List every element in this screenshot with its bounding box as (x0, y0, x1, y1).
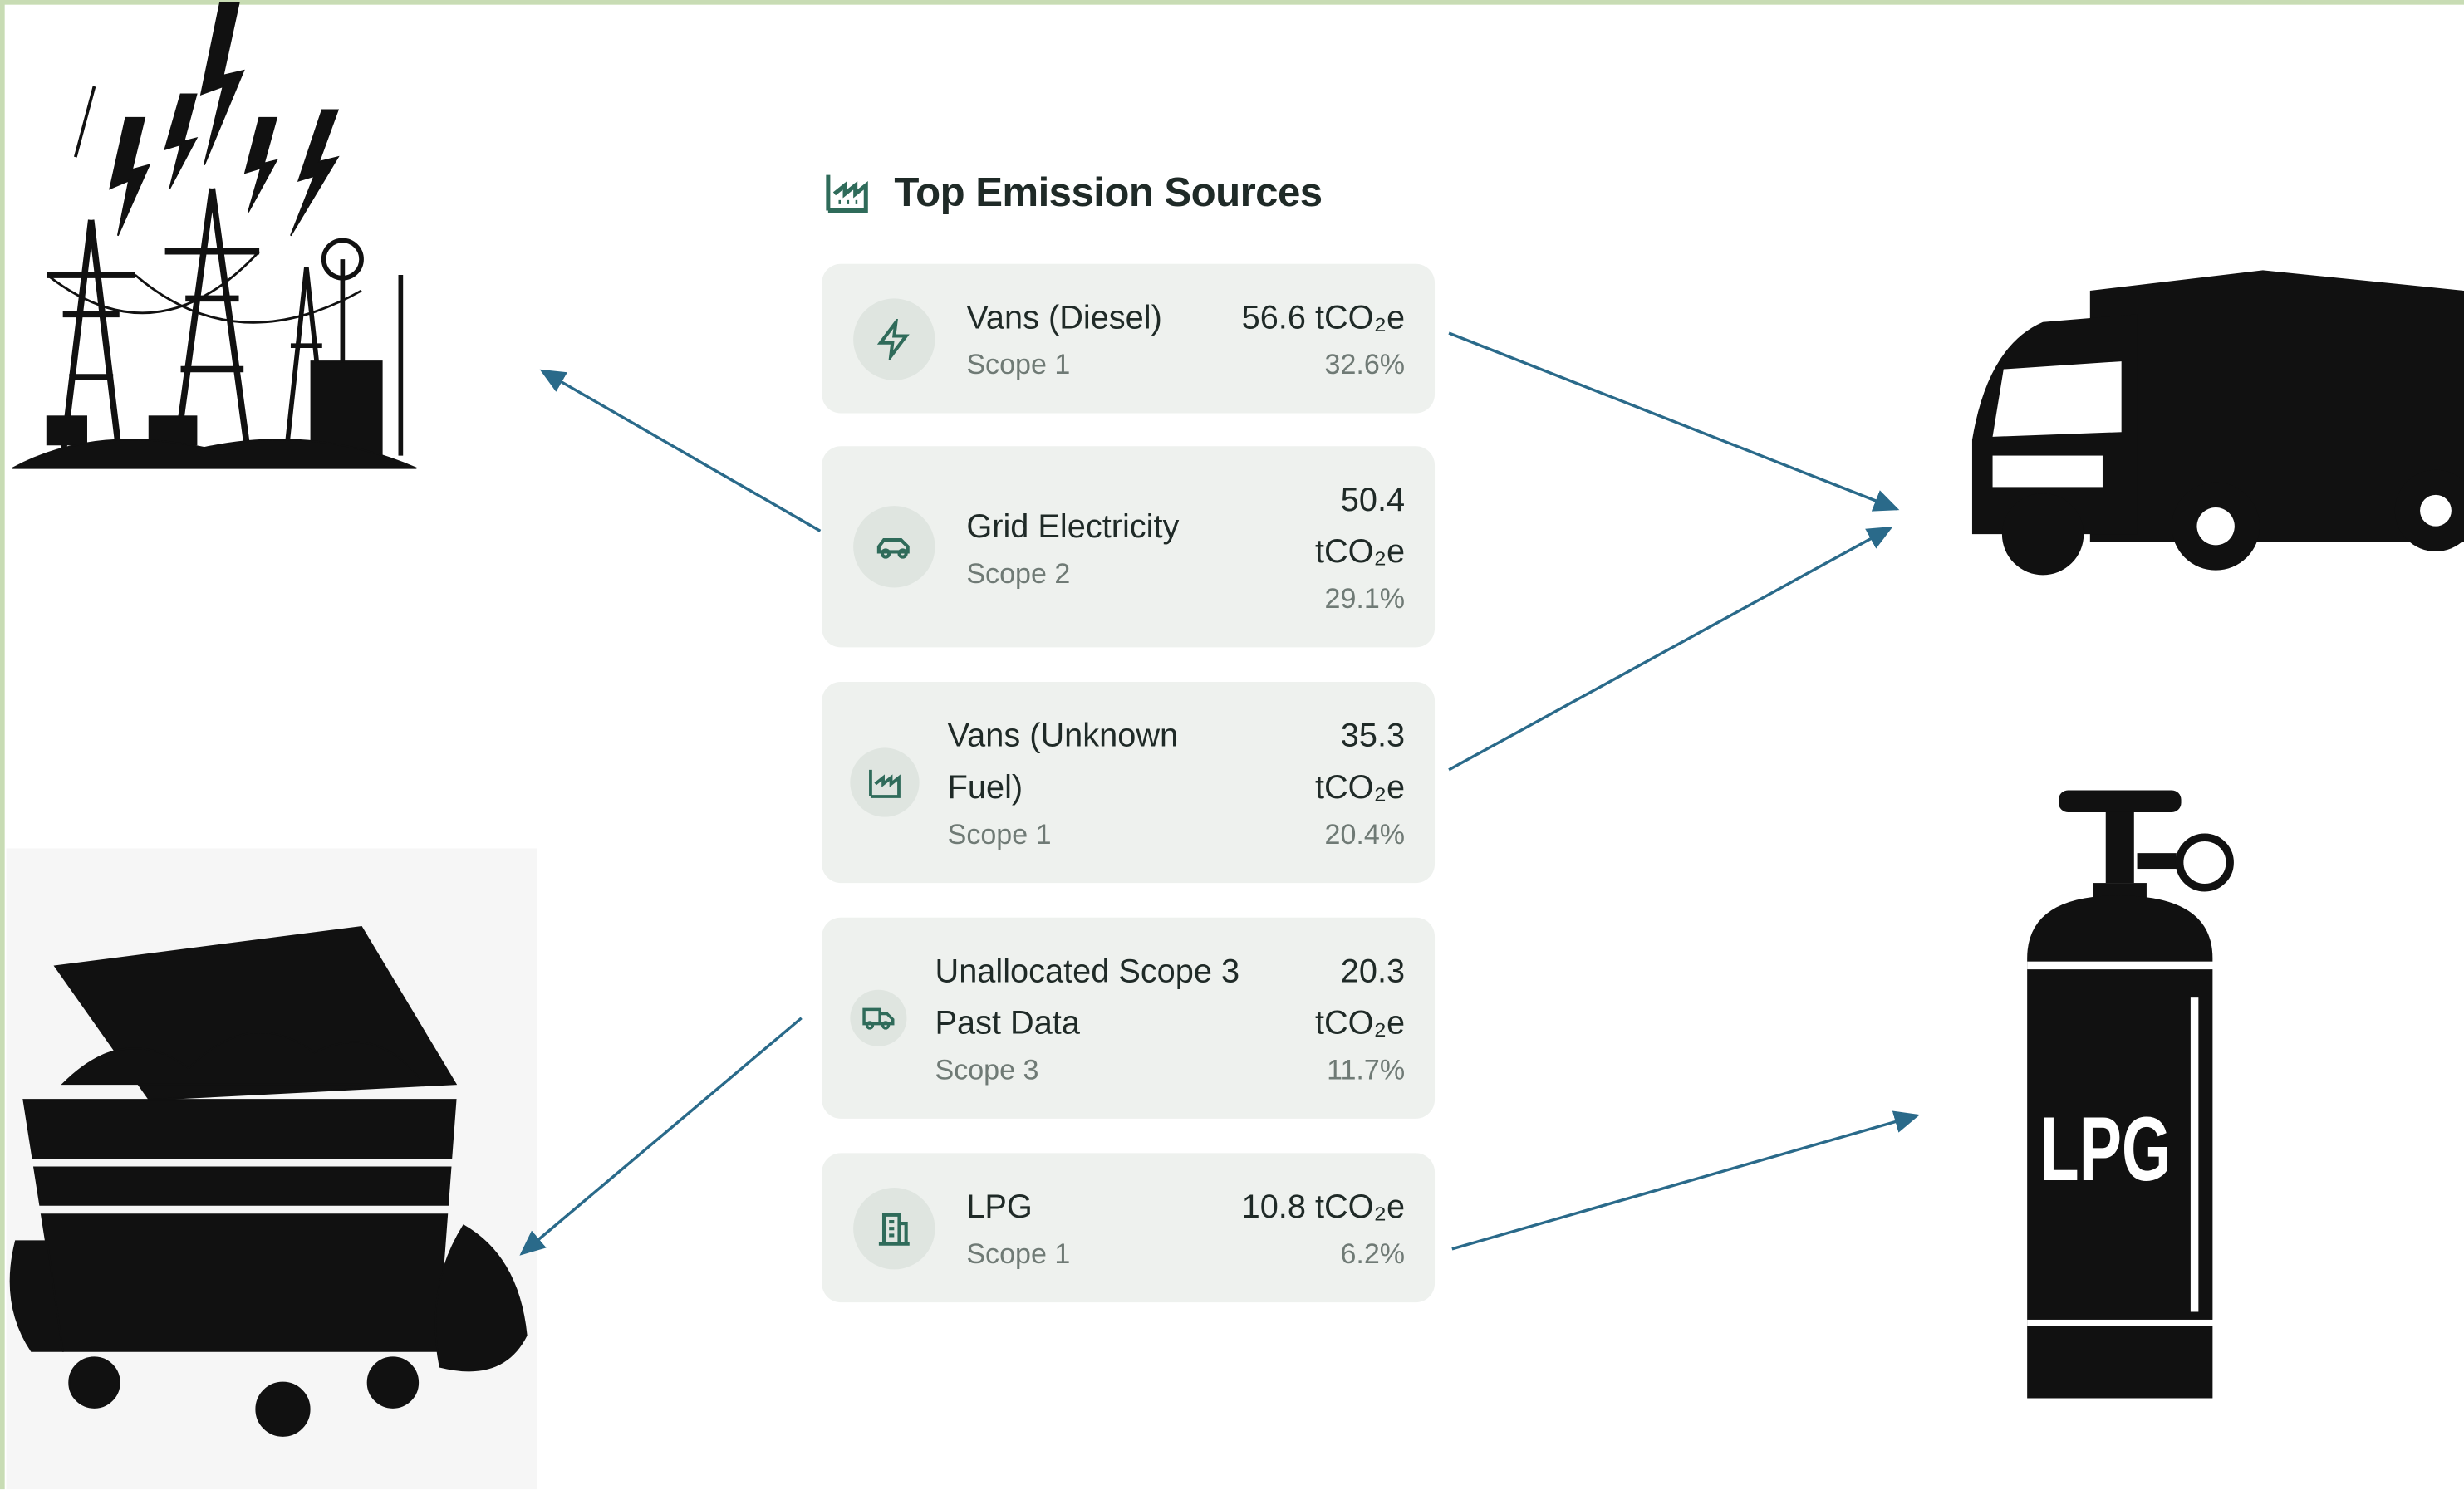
arrow (1449, 333, 1897, 509)
source-scope: Scope 1 (966, 344, 1241, 385)
source-name: LPG (966, 1181, 1241, 1233)
source-value: 56.6 tCO₂e (1242, 292, 1405, 344)
page: LPG Top Emission Sources Vans (Diesel)Sc… (0, 0, 2464, 1490)
source-value: 50.4 tCO₂e (1295, 474, 1405, 578)
factory-icon (822, 167, 872, 218)
source-share: 32.6% (1242, 344, 1405, 385)
source-share: 29.1% (1186, 578, 1405, 619)
arrow (1449, 528, 1891, 770)
source-scope: Scope 3 (935, 1050, 1274, 1091)
source-share: 11.7% (1273, 1050, 1405, 1091)
source-value: 20.3 tCO₂e (1295, 946, 1405, 1050)
source-share: 20.4% (1230, 814, 1405, 855)
truck-illustration (1972, 270, 2464, 575)
icon (853, 297, 935, 379)
icon (853, 1187, 935, 1268)
source-scope: Scope 1 (948, 814, 1230, 855)
source-name: Vans (Unknown Fuel) (948, 710, 1230, 814)
source-scope: Scope 2 (966, 552, 1186, 593)
section-header: Top Emission Sources (822, 167, 1322, 218)
icon (853, 506, 935, 587)
top-border (0, 0, 2464, 5)
source-name: Unallocated Scope 3 Past Data (935, 946, 1274, 1050)
source-value: 35.3 tCO₂e (1295, 710, 1405, 814)
arrow (542, 370, 821, 531)
arrow (1452, 1115, 1917, 1249)
lpg-cylinder-illustration (2027, 790, 2230, 1398)
source-value: 10.8 tCO₂e (1242, 1181, 1405, 1233)
power-illustration (12, 3, 416, 468)
stage: LPG Top Emission Sources Vans (Diesel)Sc… (0, 0, 2464, 1489)
icon (850, 747, 919, 816)
icon (850, 990, 906, 1046)
source-share: 6.2% (1242, 1233, 1405, 1274)
left-border (0, 0, 5, 1489)
cylinder-label: LPG (2040, 1099, 2172, 1201)
source-name: Grid Electricity (966, 500, 1186, 551)
section-title: Top Emission Sources (894, 167, 1322, 216)
arrow (522, 1018, 802, 1254)
source-scope: Scope 1 (966, 1233, 1241, 1274)
source-name: Vans (Diesel) (966, 292, 1241, 344)
